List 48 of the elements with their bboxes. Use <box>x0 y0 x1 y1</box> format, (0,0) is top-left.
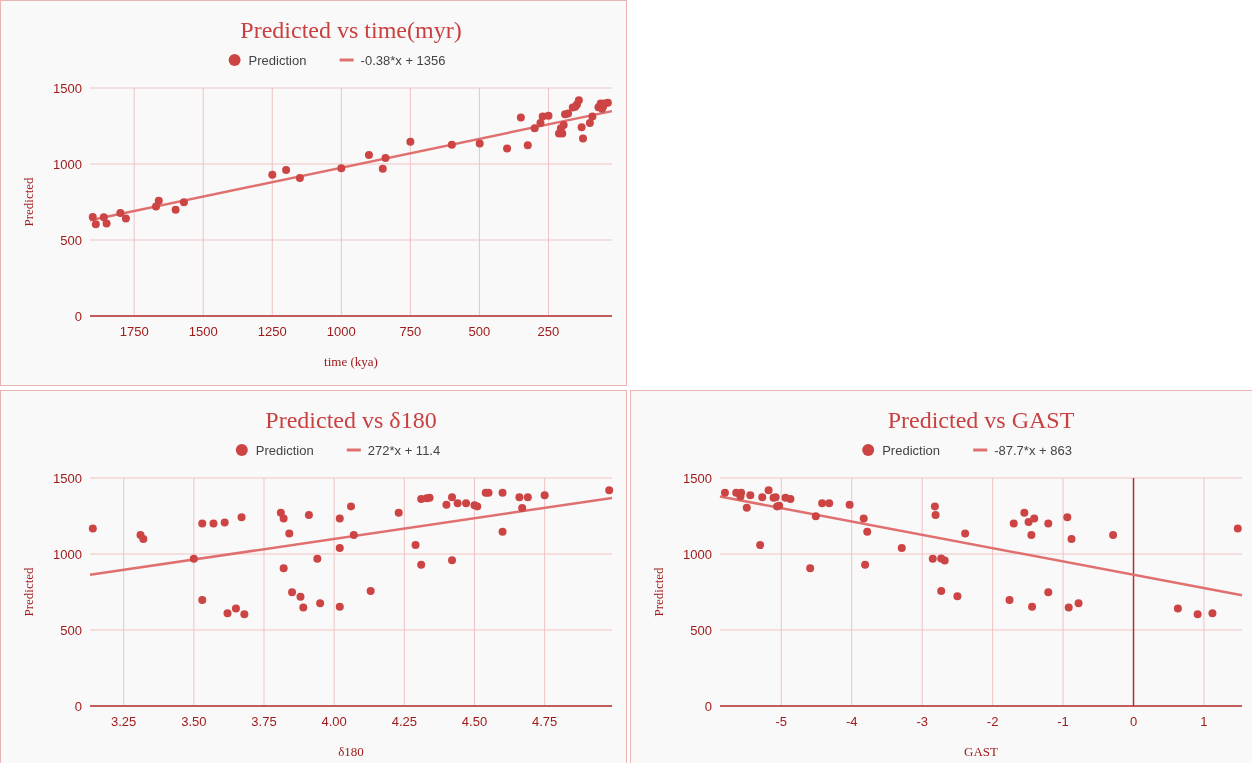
legend-label: Prediction <box>255 442 314 458</box>
x-tick-label: 4.50 <box>461 714 488 729</box>
x-tick-label: 1500 <box>188 324 218 339</box>
y-tick-label: 1000 <box>53 156 82 172</box>
x-tick-label: 750 <box>399 324 422 339</box>
y-axis-title: Predicted <box>21 176 36 227</box>
y-tick-label: 1000 <box>53 546 82 562</box>
x-tick-label: -1 <box>1057 714 1069 729</box>
x-tick-label: 0 <box>1129 714 1138 729</box>
x-tick-label: 4.25 <box>391 714 417 729</box>
chart-title: Predicted vs time(myr) <box>240 17 462 43</box>
legend-label: Prediction <box>882 442 941 458</box>
x-tick-label: 1 <box>1200 714 1208 729</box>
x-tick-label: 1250 <box>257 324 287 339</box>
legend-label: Prediction <box>248 52 307 68</box>
y-tick-label: 1500 <box>53 470 82 486</box>
x-tick-label: 1000 <box>326 324 356 339</box>
x-tick-label: 4.00 <box>321 714 347 729</box>
x-tick-label: -5 <box>775 714 788 729</box>
legend-label: -87.7*x + 863 <box>994 442 1072 458</box>
y-tick-label: 0 <box>74 308 82 324</box>
x-tick-label: -4 <box>845 714 858 729</box>
x-tick-label: 3.75 <box>251 714 277 729</box>
chart-title: Predicted vs δ180 <box>265 407 437 433</box>
x-axis-title: time (kya) <box>324 354 378 369</box>
y-axis-title: Predicted <box>21 566 36 617</box>
y-tick-label: 500 <box>60 622 82 638</box>
x-tick-label: 500 <box>468 324 491 339</box>
legend-label: 272*x + 11.4 <box>367 442 441 458</box>
legend-label: -0.38*x + 1356 <box>360 52 446 68</box>
x-tick-label: 3.50 <box>181 714 207 729</box>
y-tick-label: 500 <box>690 622 712 638</box>
x-axis-title: GAST <box>964 744 999 759</box>
chart-title: Predicted vs GAST <box>887 407 1075 433</box>
x-tick-label: -2 <box>986 714 999 729</box>
x-tick-label: 4.75 <box>531 714 558 729</box>
y-tick-label: 1500 <box>53 80 82 96</box>
x-tick-label: 250 <box>537 324 560 339</box>
x-tick-label: 3.25 <box>111 714 137 729</box>
y-tick-label: 1000 <box>683 546 712 562</box>
y-tick-label: 0 <box>74 698 82 714</box>
y-tick-label: 500 <box>60 232 82 248</box>
y-tick-label: 1500 <box>683 470 712 486</box>
x-tick-label: 1750 <box>119 324 149 339</box>
x-tick-label: -3 <box>916 714 928 729</box>
y-tick-label: 0 <box>704 698 712 714</box>
y-axis-title: Predicted <box>651 566 666 617</box>
x-axis-title: δ180 <box>338 744 364 759</box>
